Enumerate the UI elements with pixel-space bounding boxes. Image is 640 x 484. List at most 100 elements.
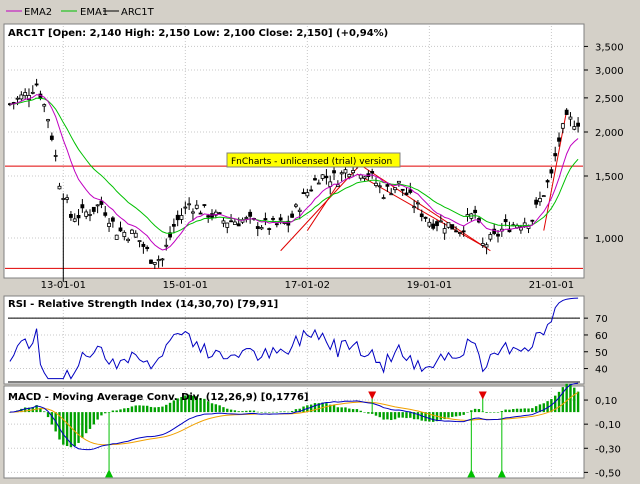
candle: [446, 222, 451, 229]
x-tick-label: 21-01-01: [529, 280, 574, 291]
histogram-bar: [561, 387, 565, 413]
candle-body: [545, 180, 550, 183]
candle: [53, 149, 58, 162]
candle: [313, 174, 317, 181]
histogram-bar: [409, 412, 412, 418]
candle-body: [389, 193, 394, 196]
histogram-bar: [363, 412, 366, 413]
candle-body: [49, 135, 54, 140]
rsi-reference-lines: [8, 317, 580, 383]
histogram-bar: [187, 394, 191, 413]
candle: [377, 182, 382, 194]
candle: [95, 204, 100, 214]
macd-y-axis: 0,10 -0,10 -0,30 -0,50: [584, 396, 621, 479]
histogram-bar: [268, 412, 271, 413]
candle-body: [305, 192, 310, 197]
candle-body: [324, 175, 329, 179]
histogram-bar: [214, 404, 218, 413]
candle-body: [15, 97, 20, 100]
candle: [69, 210, 73, 221]
x-tick-label: 13-01-01: [41, 280, 86, 291]
candle: [560, 122, 565, 134]
histogram-bar: [145, 405, 149, 413]
candle-body: [84, 211, 89, 217]
histogram-bar: [271, 411, 275, 413]
price-panel-title: ARC1T [Open: 2,140 High: 2,150 Low: 2,10…: [8, 28, 388, 39]
price-panel-frame: [3, 23, 585, 279]
histogram-bar: [340, 407, 343, 413]
histogram-bar: [309, 404, 313, 413]
candle: [442, 222, 447, 240]
histogram-bar: [172, 400, 176, 413]
histogram-bar: [46, 412, 50, 418]
candle: [450, 224, 455, 230]
candle: [46, 118, 50, 129]
candle: [530, 219, 535, 226]
x-tick-label: 17-01-02: [285, 280, 330, 291]
candle-body: [61, 198, 66, 200]
candle-body: [160, 258, 165, 261]
y-tick-label: 0,10: [595, 396, 617, 407]
y-tick-label: -0,50: [595, 468, 621, 479]
candle-body: [267, 228, 272, 230]
histogram-bar: [275, 411, 279, 413]
candle-body: [541, 195, 546, 198]
histogram-bar: [351, 409, 355, 413]
histogram-bar: [73, 412, 76, 446]
y-tick-label: -0,10: [595, 420, 621, 431]
legend-item-ema2: EMA2: [6, 7, 52, 18]
candle-body: [492, 228, 497, 234]
histogram-bar: [531, 408, 534, 413]
candle: [202, 204, 207, 208]
candle: [385, 183, 390, 193]
candle: [335, 180, 340, 188]
candle-body: [564, 109, 569, 115]
candle-body: [362, 176, 367, 179]
histogram-bar: [447, 412, 450, 418]
candle: [103, 205, 108, 218]
candle-body: [294, 204, 298, 207]
candle: [518, 224, 523, 234]
candle: [122, 230, 127, 241]
channel-line: [306, 184, 339, 231]
histogram-bar: [313, 403, 317, 413]
candle-body: [72, 218, 77, 222]
candle-body: [168, 232, 172, 238]
candle-body: [110, 217, 115, 222]
candle: [232, 219, 237, 225]
candle-body: [191, 211, 195, 214]
histogram-bar: [126, 408, 130, 413]
candle-body: [274, 223, 279, 226]
histogram-bar: [412, 412, 416, 420]
candle-body: [34, 83, 39, 86]
histogram-bar: [576, 391, 580, 413]
histogram-bar: [443, 412, 446, 420]
candle: [118, 221, 123, 233]
price-panel: FnCharts - unlicensed (trial) version AR…: [3, 23, 624, 291]
histogram-bar: [496, 412, 500, 413]
price-grid: [8, 26, 580, 276]
candle-body: [374, 182, 378, 186]
candle-body: [309, 189, 314, 192]
candle: [61, 193, 66, 282]
histogram-bar: [508, 409, 511, 413]
candle-body: [248, 211, 253, 217]
candle: [171, 218, 176, 234]
candle: [57, 182, 62, 190]
candle-body: [423, 216, 428, 219]
histogram-bar: [218, 405, 221, 413]
macd-panel-frame: [3, 385, 585, 479]
candle-body: [427, 221, 432, 227]
candle-body: [557, 137, 561, 142]
candle: [572, 120, 577, 131]
legend-label: EMA1: [80, 7, 108, 18]
histogram-bar: [329, 404, 332, 413]
histogram-bar: [283, 411, 286, 413]
histogram-bar: [294, 409, 298, 413]
candle: [19, 91, 24, 101]
candle-body: [103, 212, 108, 216]
histogram-bar: [397, 412, 401, 418]
histogram-bar: [207, 401, 210, 413]
candle: [541, 195, 546, 198]
histogram-bar: [191, 395, 195, 413]
